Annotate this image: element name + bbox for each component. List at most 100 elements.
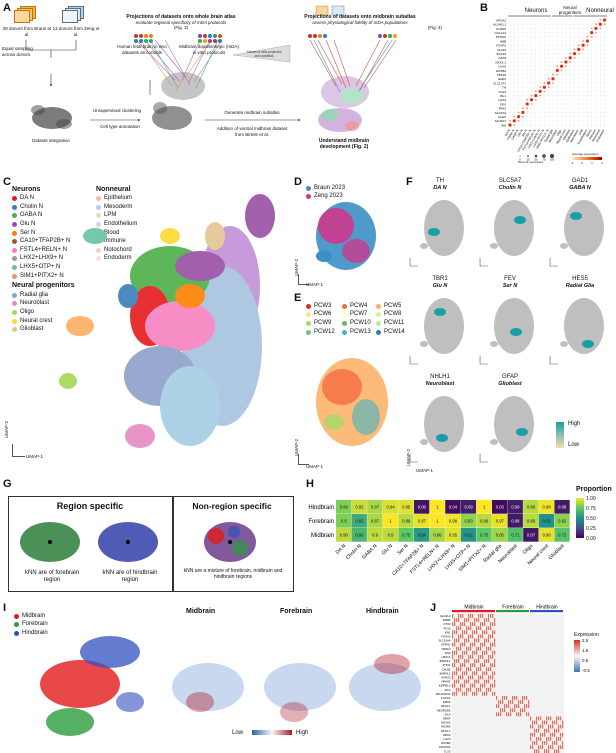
expression-mark: [536, 716, 538, 721]
heatmap-cell: [492, 500, 508, 514]
dot-mark: [573, 56, 576, 59]
expression-mark: [546, 716, 548, 721]
progenitors-legend-title: Neural progenitors: [12, 282, 75, 290]
expression-mark: [470, 667, 472, 672]
dot-mark: [599, 61, 601, 63]
legend-item: LPM: [96, 212, 137, 221]
legend-swatch: [342, 303, 347, 309]
equal-sampling-text: Equal sampling across donors: [2, 46, 33, 57]
dot-mark: [548, 57, 550, 59]
expression-mark: [486, 650, 488, 655]
dot-mark: [543, 103, 545, 105]
expression-mark: [528, 700, 530, 704]
expression-mark: [464, 638, 466, 643]
dot-mark: [569, 107, 571, 109]
expression-mark: [520, 712, 522, 717]
legend-label: Endothelium: [104, 221, 138, 228]
legend-swatch: [12, 265, 17, 271]
umap-main: [59, 194, 275, 448]
dot-mark: [556, 111, 558, 113]
expression-mark: [452, 614, 454, 618]
heatmap-cell-label: 0.71: [511, 533, 520, 538]
dot-mark: [522, 27, 524, 29]
dot-mark: [539, 86, 541, 89]
dot-mark: [591, 120, 593, 122]
legend-swatch: [12, 327, 17, 333]
panel-a-arrows: [25, 5, 397, 132]
expression-mark: [484, 638, 486, 643]
expression-mark: [460, 642, 462, 647]
dot-mark: [591, 19, 593, 21]
expression-mark: [462, 642, 464, 647]
dot-mark: [599, 40, 601, 42]
dot-mark: [595, 57, 597, 59]
dot-mark: [518, 27, 520, 29]
dot-mark: [518, 124, 520, 126]
dot-mark: [543, 57, 545, 59]
dot-mark: [604, 27, 606, 29]
expression-mark: [458, 646, 460, 651]
heatmap-cell-label: 0.51: [543, 519, 552, 524]
legend-label: PCW11: [384, 319, 405, 326]
gene-label: LHX2: [498, 98, 506, 102]
legend-label: LPM: [104, 212, 117, 219]
dot-mark: [604, 107, 606, 109]
group-label: Midbrain: [464, 605, 483, 611]
avg-expression-label: Average expression: [572, 152, 599, 156]
region-specific-title: Region specific: [56, 501, 124, 511]
umap1-c: UMAP-1: [26, 454, 44, 459]
dot-mark: [526, 95, 528, 97]
dot-mark: [552, 32, 554, 34]
expression-mark: [472, 614, 474, 618]
expression-mark: [490, 683, 492, 688]
expression-mark: [482, 671, 484, 676]
gene-label: LHX4: [444, 737, 451, 741]
expression-mark: [470, 622, 472, 626]
expression-mark: [480, 634, 482, 639]
dot-mark: [548, 107, 550, 109]
expression-mark: [458, 667, 460, 672]
legend-label: Cholin N: [20, 203, 44, 210]
dot-mark: [604, 111, 606, 113]
expression-mark: [466, 630, 468, 635]
expression-mark: [480, 622, 482, 626]
dot-mark: [518, 36, 520, 38]
gene-label: ELAVL3: [440, 614, 450, 618]
legend-item: PCW5: [376, 302, 410, 311]
dot-mark: [591, 103, 593, 105]
proj-whole-subtitle: evaluate regional specificity of mDA pro…: [135, 20, 227, 25]
braun-donor-stack-icon: [14, 6, 36, 23]
panel-i: Midbrain Forebrain Hindbrain Midbrain Fore…: [0, 602, 428, 753]
expression-mark: [558, 745, 560, 749]
expression-mark: [460, 634, 462, 639]
legend-swatch: [12, 256, 17, 262]
legend-swatch: [96, 247, 101, 253]
expression-mark: [470, 663, 472, 667]
dot-mark: [539, 124, 541, 126]
dot-mark: [543, 120, 545, 122]
dot-mark: [569, 86, 571, 88]
expression-mark: [474, 630, 476, 635]
gene-label: HOXB3: [441, 725, 451, 729]
expression-mark: [512, 696, 514, 700]
generate-subatlas-text: Generate midbrain subatlas: [224, 110, 280, 115]
dot-mark: [604, 82, 606, 84]
dot-mark: [582, 27, 584, 29]
dot-mark: [518, 69, 520, 71]
expression-mark: [462, 663, 464, 667]
dot-mark: [582, 90, 584, 92]
heatmap-cell: [429, 528, 445, 542]
source-legend: Braun 2023 Zeng 2023: [306, 184, 345, 201]
dot-mark: [522, 57, 524, 59]
expression-mark: [482, 675, 484, 680]
panel-e: PCW3 PCW4 PCW5 PCW6 PCW7 PCW8 PCW9 PCW10 PCW11 PC…: [294, 292, 405, 478]
expression-mark: [484, 679, 486, 684]
legend-item: Endothelium: [96, 220, 137, 229]
avg-tick: 1: [591, 161, 593, 165]
dot-mark: [599, 36, 601, 38]
expression-mark: [532, 741, 534, 745]
dot-mark: [578, 120, 580, 122]
dot-mark: [556, 23, 558, 25]
gene-label: SOX10: [496, 52, 506, 56]
dot-mark: [518, 82, 520, 84]
